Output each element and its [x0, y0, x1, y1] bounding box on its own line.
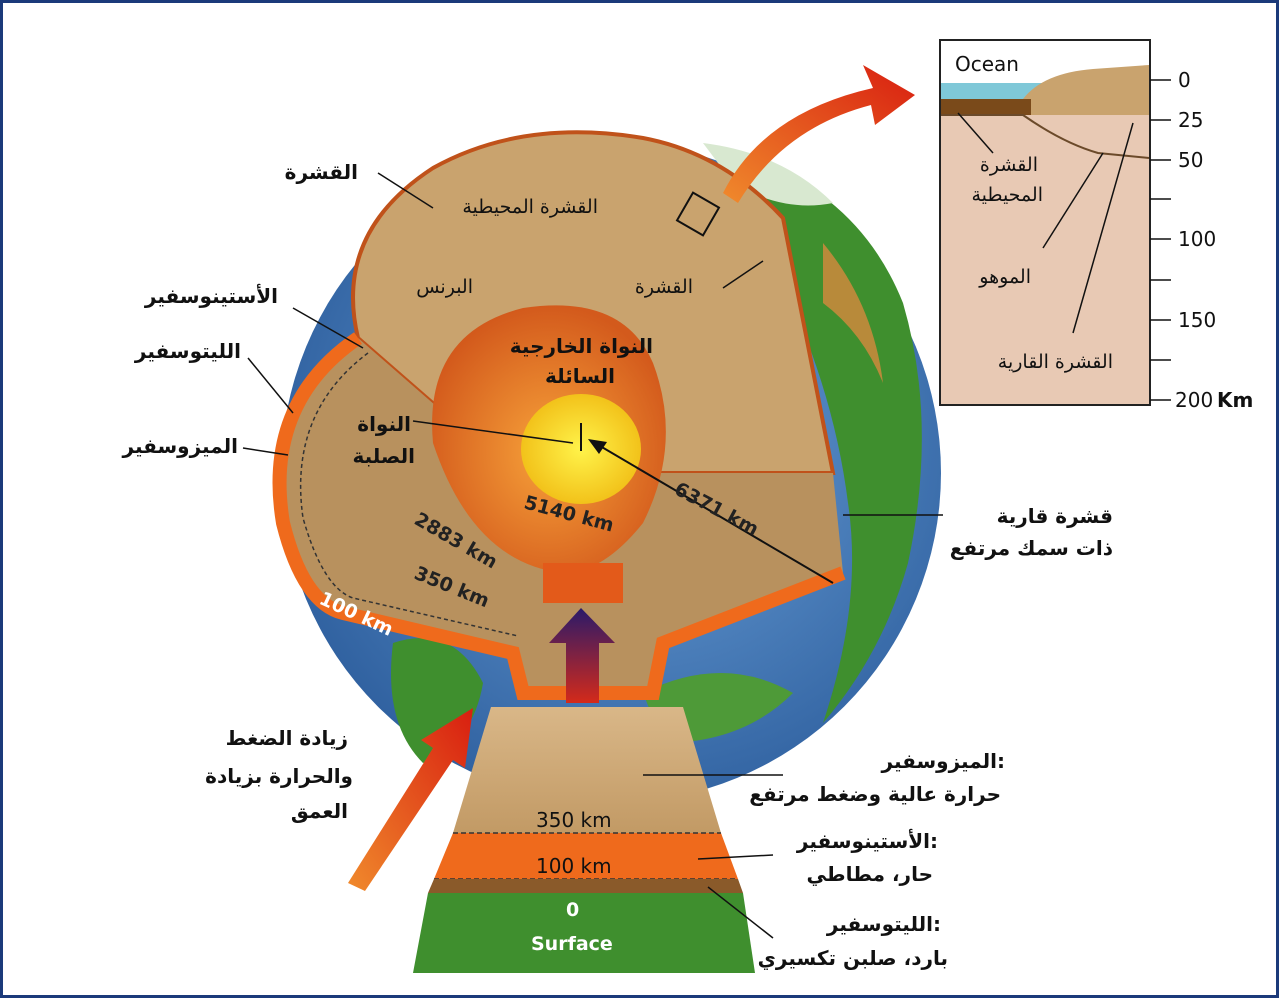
column-surface — [413, 893, 755, 973]
crust-right-label: القشرة — [635, 276, 693, 298]
pressure-note-3: العمق — [291, 799, 348, 823]
column-0-label: 0 — [566, 899, 579, 921]
land-top — [703, 143, 833, 206]
inner-core-label-2: الصلبة — [352, 444, 415, 468]
thick-continental-label-1: قشرة قارية — [997, 504, 1113, 528]
earth-layers-diagram: Ocean القشرة المحيطية الموهو القشرة القا… — [122, 39, 1253, 973]
up-arrow — [549, 608, 615, 703]
scale-unit: Km — [1217, 388, 1253, 412]
inner-core-label-1: النواة — [357, 412, 411, 436]
column-350-label: 350 km — [536, 808, 612, 832]
land-right — [763, 163, 922, 723]
column-asthenosphere-desc: حار، مطاطي — [807, 862, 933, 887]
outer-core-label-2: السائلة — [545, 364, 615, 388]
pressure-note-2: والحرارة بزيادة — [205, 764, 353, 788]
radius-arrowhead — [588, 439, 607, 454]
column-lithosphere-desc: بارد، صلبن تكسيري — [758, 946, 948, 971]
surface-label: Surface — [531, 933, 613, 955]
boundary-350-dashed — [299, 352, 519, 637]
column-mesosphere — [453, 707, 721, 833]
scale-tick-50: 50 — [1178, 148, 1203, 172]
lithosphere-label: الليتوسفير — [134, 339, 241, 363]
scale-tick-150: 150 — [1178, 308, 1216, 332]
column-asthenosphere — [434, 833, 738, 879]
column-mesosphere-title: الميزوسفير: — [881, 749, 1005, 773]
outer-core-label-1: النواة الخارجية — [510, 334, 653, 358]
column-lithosphere — [428, 879, 743, 893]
scale-tick-200: 200 — [1175, 388, 1213, 412]
pressure-arrow — [348, 708, 473, 891]
asthenosphere-band — [272, 332, 846, 700]
inset-moho-label: الموهو — [978, 266, 1031, 288]
inset-ocean-label: Ocean — [955, 52, 1019, 76]
inset-panel: Ocean القشرة المحيطية الموهو القشرة القا… — [939, 39, 1253, 412]
inset-leader-oceanic — [957, 112, 994, 154]
inset-scale — [1150, 79, 1171, 401]
inset-leader-moho — [1042, 152, 1104, 249]
thick-continental-label-2: ذات سمك مرتفع — [950, 536, 1113, 560]
asthenosphere-label: الأستينوسفير — [144, 283, 278, 308]
scale-tick-0: 0 — [1178, 68, 1191, 92]
callout-box — [675, 191, 721, 237]
scale-tick-25: 25 — [1178, 108, 1203, 132]
column-100-label: 100 km — [536, 854, 612, 878]
oceanic-crust-label: القشرة المحيطية — [462, 196, 598, 218]
inset-oceanic-crust — [941, 99, 1031, 115]
inset-moho-line — [941, 114, 1150, 159]
column-lithosphere-title: الليتوسفير: — [826, 912, 941, 936]
layer-column — [413, 707, 755, 973]
inset-leader-continental — [1072, 122, 1134, 334]
column-mesosphere-desc: حرارة عالية وضغط مرتفع — [749, 782, 1001, 806]
inset-mantle — [941, 115, 1149, 404]
mesosphere-label: الميزوسفير — [122, 434, 238, 458]
radius-line — [594, 442, 834, 584]
pressure-note-1: زيادة الضغط — [226, 726, 348, 750]
leader-lines — [242, 172, 943, 939]
inset-oceanic-crust-label-1: القشرة — [980, 154, 1038, 176]
mantle-label: البرنس — [416, 276, 473, 298]
inset-oceanic-crust-label-2: المحيطية — [971, 184, 1043, 206]
callout-arrow — [723, 65, 915, 203]
core-channel — [543, 563, 623, 603]
land-right-highlands — [823, 243, 883, 383]
scale-tick-100: 100 — [1178, 227, 1216, 251]
inset-continental-crust-label: القشرة القارية — [998, 351, 1113, 373]
column-asthenosphere-title: الأستينوسفير: — [796, 828, 938, 853]
crust-label: القشرة — [285, 160, 358, 184]
